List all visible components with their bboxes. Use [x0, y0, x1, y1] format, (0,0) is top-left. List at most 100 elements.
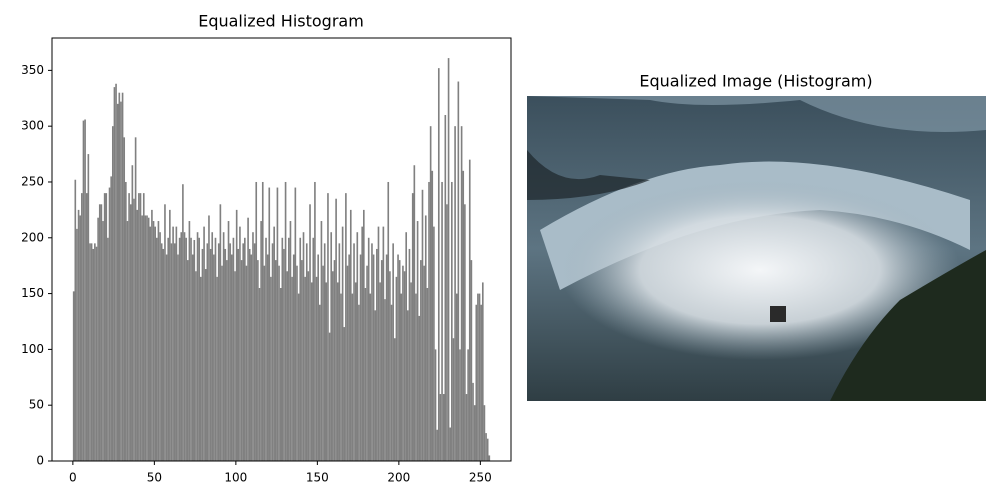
bar [305, 243, 308, 461]
bar [100, 204, 103, 461]
bar [323, 243, 326, 461]
bar [268, 187, 271, 461]
bar [426, 288, 429, 461]
bar [477, 293, 479, 461]
bar [362, 209, 365, 461]
bar [250, 254, 253, 461]
bar [198, 237, 201, 461]
bar [467, 349, 469, 461]
bar [301, 260, 303, 461]
bar [421, 189, 424, 461]
bar [242, 243, 245, 461]
bar [274, 260, 277, 461]
bar [203, 226, 205, 461]
bar [481, 282, 484, 461]
bar [343, 327, 346, 461]
bar [464, 204, 466, 461]
bar [273, 226, 275, 461]
bar [164, 204, 166, 461]
bar [475, 304, 478, 461]
bar [257, 260, 259, 461]
bar [247, 217, 249, 461]
bar [230, 254, 233, 461]
bar [226, 260, 228, 461]
bar [338, 243, 341, 461]
y-tick-label: 100 [21, 342, 44, 356]
bar [266, 254, 269, 461]
bar [437, 68, 440, 461]
bar [263, 265, 266, 461]
bar [232, 237, 235, 461]
bar [221, 265, 223, 461]
bar [185, 237, 187, 461]
bar [312, 237, 315, 461]
bar [376, 248, 378, 461]
bar [332, 271, 334, 461]
bar [113, 87, 116, 461]
bar [278, 265, 280, 461]
bar [196, 232, 199, 461]
bar [204, 269, 207, 461]
bar [255, 181, 258, 461]
bar [384, 299, 386, 461]
bar [314, 181, 316, 461]
bar [260, 221, 262, 461]
bar [190, 237, 192, 461]
bar [136, 209, 139, 461]
bar [98, 204, 101, 461]
bar [424, 215, 427, 461]
bar [336, 282, 339, 461]
x-tick-label: 150 [306, 471, 329, 485]
bar [239, 226, 241, 461]
bar [444, 115, 447, 461]
bar [380, 260, 383, 461]
bar [89, 243, 91, 461]
bar [178, 237, 181, 461]
bar [296, 265, 298, 461]
y-tick-label: 0 [36, 454, 44, 468]
bar [387, 181, 390, 461]
bar [85, 193, 88, 461]
bar [152, 221, 155, 461]
x-tick-label: 100 [224, 471, 247, 485]
bar [291, 276, 293, 461]
bar [128, 193, 130, 461]
bar [431, 170, 434, 461]
bar [429, 126, 432, 461]
bar [116, 103, 119, 461]
bar [126, 221, 129, 461]
bar [377, 226, 380, 461]
bar [390, 304, 393, 461]
x-tick-label: 50 [147, 471, 162, 485]
bar [131, 165, 134, 461]
bar [111, 126, 114, 461]
bar [121, 92, 124, 461]
bar [167, 237, 170, 461]
bar [310, 282, 313, 461]
bar [389, 271, 391, 461]
bar [133, 198, 135, 461]
bar [177, 254, 179, 461]
bar [457, 81, 460, 461]
bar [289, 221, 292, 461]
bar [371, 243, 373, 461]
bar [146, 215, 148, 461]
bar [335, 198, 337, 461]
bar [299, 237, 302, 461]
bar [87, 154, 90, 461]
bar [398, 260, 401, 461]
bar [108, 187, 111, 461]
bar [322, 265, 324, 461]
bar [486, 438, 489, 461]
bar [79, 215, 82, 461]
bar [81, 193, 83, 461]
bar [244, 237, 246, 461]
bar [284, 181, 287, 461]
bar [281, 237, 284, 461]
bar [95, 246, 98, 461]
bar [407, 310, 409, 461]
bar [473, 405, 476, 461]
bar [170, 243, 173, 461]
bar [165, 254, 168, 461]
bar [413, 165, 416, 461]
